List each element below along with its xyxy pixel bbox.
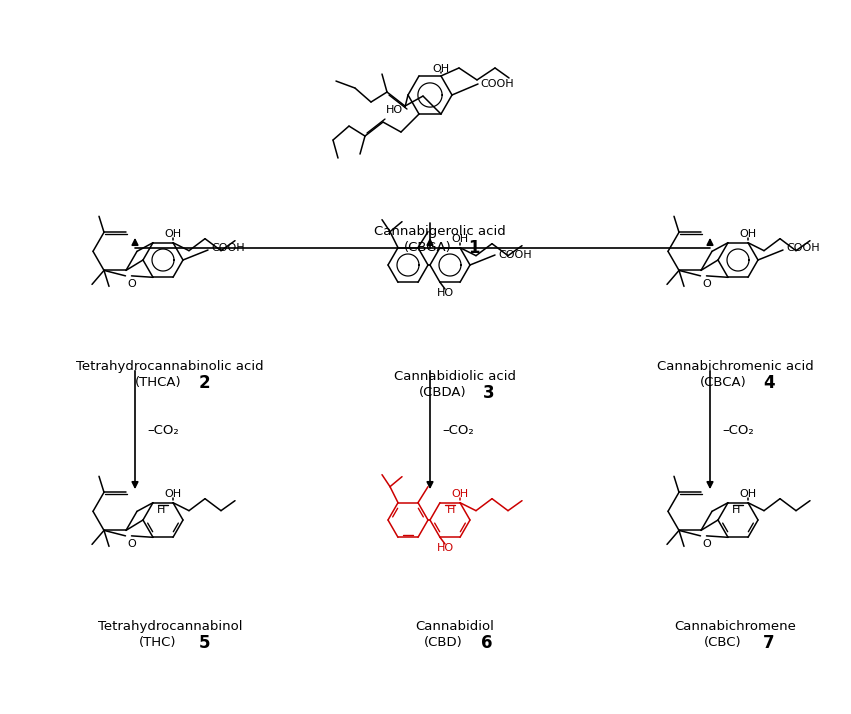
Text: Tetrahydrocannabinolic acid: Tetrahydrocannabinolic acid (77, 360, 264, 373)
Text: O: O (127, 279, 136, 289)
Text: –CO₂: –CO₂ (442, 423, 474, 436)
Text: 3: 3 (483, 384, 494, 402)
Text: (CBC): (CBC) (704, 636, 742, 649)
Text: Tetrahydrocannabinol: Tetrahydrocannabinol (98, 620, 243, 633)
Text: HO: HO (437, 288, 454, 298)
Text: HO: HO (386, 106, 403, 116)
Text: 7: 7 (763, 634, 774, 652)
Text: Cannabichromene: Cannabichromene (674, 620, 796, 633)
Text: Cannabidiolic acid: Cannabidiolic acid (394, 370, 516, 383)
Text: 1: 1 (468, 239, 480, 257)
Text: Cannabidiol: Cannabidiol (415, 620, 494, 633)
Text: 6: 6 (482, 634, 493, 652)
Text: (CBCA): (CBCA) (700, 376, 746, 389)
Text: HO: HO (437, 543, 454, 553)
Text: COOH: COOH (211, 243, 244, 253)
Text: (CBDA): (CBDA) (420, 386, 467, 399)
Text: COOH: COOH (480, 79, 514, 89)
Text: OH: OH (164, 489, 181, 499)
Text: COOH: COOH (498, 250, 532, 260)
Text: OH: OH (432, 64, 449, 74)
Text: OH: OH (740, 489, 757, 499)
Text: O: O (127, 539, 136, 549)
Text: OH: OH (451, 234, 469, 244)
Text: OH: OH (740, 229, 757, 239)
Text: H: H (732, 505, 740, 515)
Text: O: O (702, 279, 711, 289)
Text: Cannabigerolic acid: Cannabigerolic acid (374, 225, 505, 238)
Text: O: O (702, 539, 711, 549)
Text: Cannabichromenic acid: Cannabichromenic acid (657, 360, 814, 373)
Text: (THC): (THC) (140, 636, 177, 649)
Text: –CO₂: –CO₂ (147, 423, 179, 436)
Text: (CBGA): (CBGA) (404, 241, 452, 254)
Text: OH: OH (164, 229, 181, 239)
Text: COOH: COOH (786, 243, 820, 253)
Text: OH: OH (451, 489, 469, 499)
Text: 4: 4 (763, 374, 774, 392)
Text: H: H (447, 505, 455, 515)
Text: 5: 5 (198, 634, 209, 652)
Text: –CO₂: –CO₂ (722, 423, 754, 436)
Text: 2: 2 (198, 374, 210, 392)
Text: (THCA): (THCA) (134, 376, 181, 389)
Text: H: H (157, 505, 165, 515)
Text: (CBD): (CBD) (424, 636, 462, 649)
